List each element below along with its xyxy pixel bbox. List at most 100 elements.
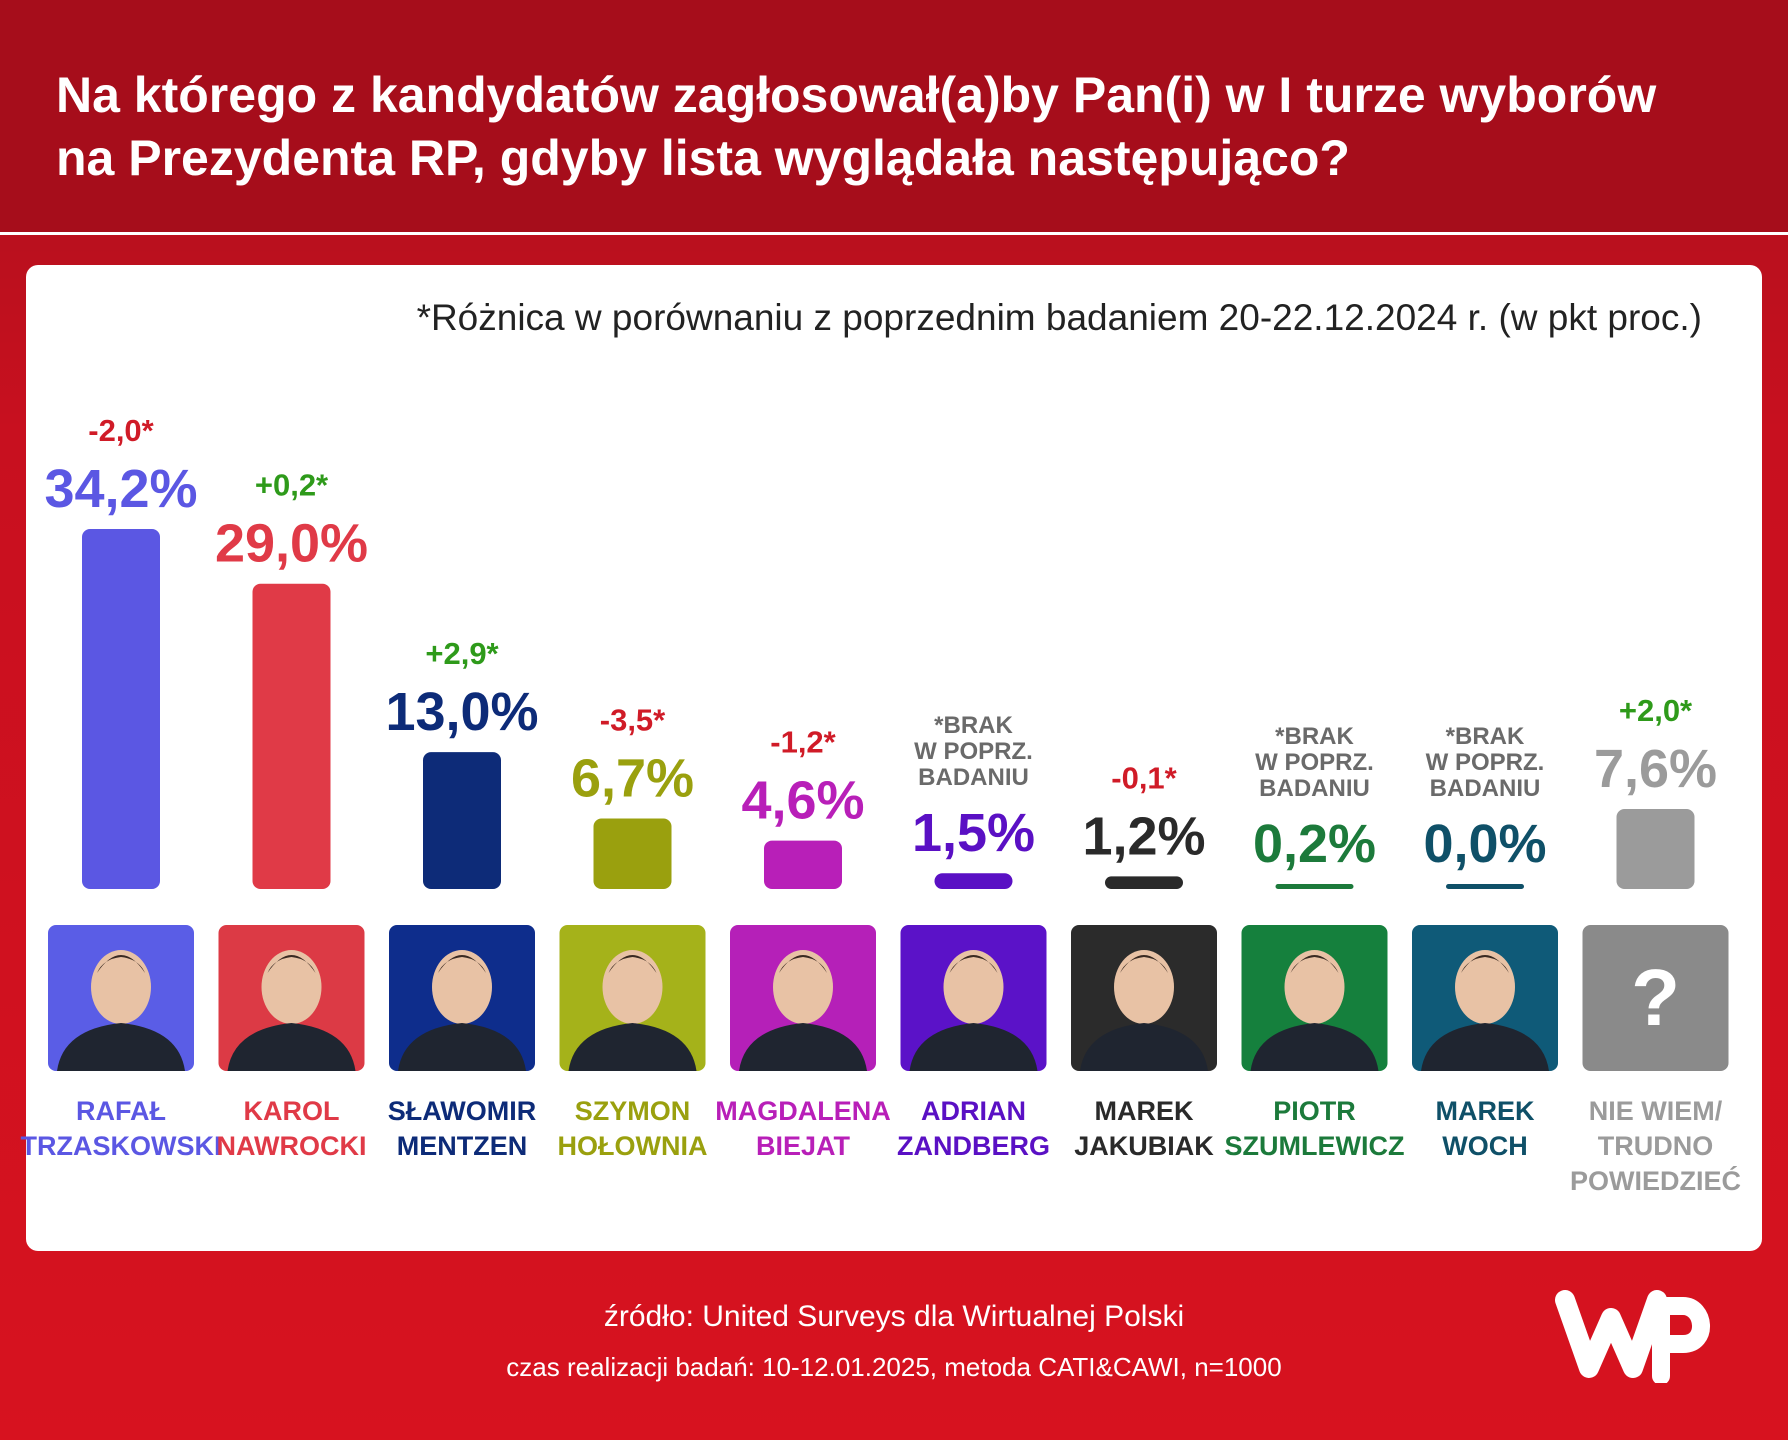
person-body [398,1023,526,1071]
candidate-name: SŁAWOMIR [388,1096,537,1126]
value-label: 0,2% [1253,814,1376,874]
candidate-name: BIEJAT [756,1131,851,1161]
change-label: W POPRZ. [914,738,1033,765]
change-label: -1,2* [770,725,836,760]
unknown-icon: ? [1631,953,1680,1042]
change-label: BADANIU [1430,775,1541,802]
footer-source: źródło: United Surveys dla Wirtualnej Po… [603,1300,1185,1333]
person-icon [57,950,185,1071]
person-body [1421,1023,1549,1071]
header-band: Na którego z kandydatów zagłosował(a)by … [0,0,1788,234]
value-label: 1,2% [1082,806,1205,866]
person-hair [97,955,145,973]
candidate-name: MENTZEN [397,1131,528,1161]
person-icon [1421,950,1549,1071]
change-label: BADANIU [1259,775,1370,802]
chart-note: *Różnica w porównaniu z poprzednim badan… [416,297,1702,338]
candidate-name: NIE WIEM/ [1589,1096,1723,1126]
person-hair [267,955,316,973]
candidate-name: MAREK [1095,1096,1194,1126]
bar [1275,884,1354,889]
person-body [227,1023,356,1071]
person-head [773,950,833,1024]
value-label: 4,6% [741,771,864,831]
value-label: 6,7% [571,748,694,808]
candidate-name: WOCH [1442,1131,1527,1161]
person-body [568,1023,697,1071]
person-body [909,1023,1038,1071]
person-hair [438,955,486,973]
bar-chart: 34,2% -2,0* RAFAŁ TRZASKOWSKI 29,0% +0,2* KARO… [21,413,1742,1196]
bar [82,529,160,889]
wp-logo-p [1652,1297,1710,1383]
change-label: +2,9* [425,636,499,671]
person-head [261,950,322,1024]
person-head [1114,950,1174,1024]
person-hair [949,955,998,973]
bar [764,840,842,889]
bar [252,583,331,889]
chart-card: *Różnica w porównaniu z poprzednim badan… [21,265,1762,1251]
change-label: *BRAK [1446,723,1525,750]
value-label: 29,0% [215,514,368,574]
footer-meta: czas realizacji badań: 10-12.01.2025, me… [506,1352,1282,1382]
person-body [739,1023,867,1071]
candidate-name: TRUDNO [1598,1131,1714,1161]
candidate-name: TRZASKOWSKI [21,1131,222,1161]
person-head [432,950,492,1024]
wp-logo [1555,1290,1710,1383]
change-label: W POPRZ. [1426,749,1545,776]
person-head [1284,950,1345,1024]
wp-logo-w [1555,1290,1667,1378]
bar [1616,809,1695,889]
candidate-name: SZUMLEWICZ [1225,1131,1405,1161]
person-hair [779,955,827,973]
candidate-name: ADRIAN [921,1096,1026,1126]
value-label: 1,5% [912,803,1035,863]
person-hair [1290,955,1339,973]
value-label: 7,6% [1594,739,1717,799]
person-hair [1461,955,1509,973]
person-hair [1120,955,1168,973]
candidate-name: NAWROCKI [217,1131,367,1161]
bar [1446,884,1524,889]
candidate-name: SZYMON [575,1096,691,1126]
person-icon [909,950,1038,1071]
candidate-name: MAREK [1436,1096,1535,1126]
candidate-name: PIOTR [1273,1096,1356,1126]
person-body [1080,1023,1208,1071]
value-label: 34,2% [44,459,197,519]
change-label: *BRAK [934,712,1013,739]
person-head [91,950,151,1024]
candidate-photo [1582,925,1729,1071]
candidate-name: HOŁOWNIA [558,1131,708,1161]
candidate-name: ZANDBERG [897,1131,1050,1161]
change-label: -3,5* [600,702,666,737]
change-label: W POPRZ. [1255,749,1374,776]
person-icon [1080,950,1208,1071]
person-icon [568,950,697,1071]
bar [1105,876,1183,889]
candidate-name: MAGDALENA [715,1096,891,1126]
person-icon [227,950,356,1071]
candidate-name: RAFAŁ [76,1096,166,1126]
change-label: BADANIU [918,764,1029,791]
person-hair [608,955,657,973]
person-head [602,950,663,1024]
person-head [943,950,1004,1024]
candidate-name: POWIEDZIEĆ [1570,1165,1741,1196]
header-divider [0,232,1788,235]
person-icon [739,950,867,1071]
bar [423,752,501,889]
bar [593,818,672,889]
change-label: +0,2* [255,468,329,503]
bar [934,873,1013,889]
page-title: Na którego z kandydatów zagłosował(a)by … [56,67,1657,186]
person-body [1250,1023,1379,1071]
change-label: -2,0* [88,413,154,448]
candidate-name: JAKUBIAK [1074,1131,1214,1161]
person-icon [398,950,526,1071]
person-body [57,1023,185,1071]
change-label: -0,1* [1111,760,1177,795]
change-label: +2,0* [1619,693,1693,728]
